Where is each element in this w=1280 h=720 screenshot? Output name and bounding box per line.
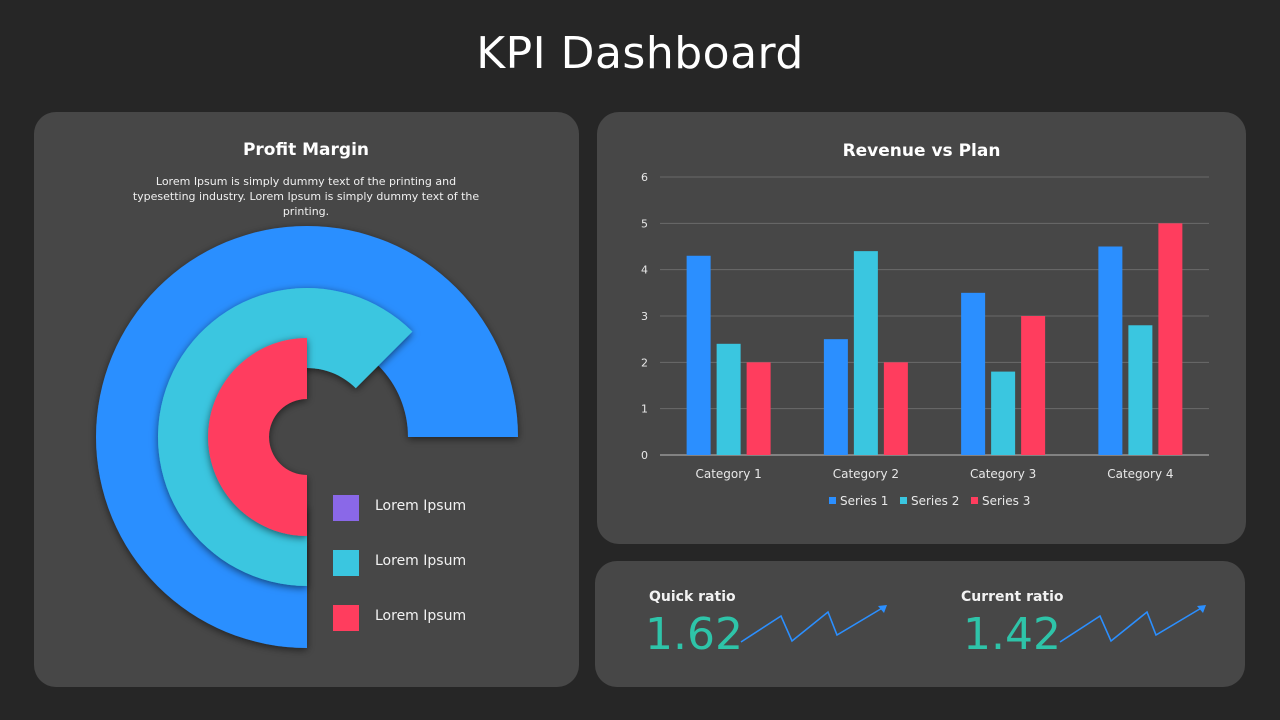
x-tick-label: Category 4 (1107, 467, 1173, 481)
y-tick-label: 6 (641, 171, 648, 184)
bar (853, 251, 878, 455)
x-tick-label: Category 3 (970, 467, 1036, 481)
legend-swatch-cyan (333, 550, 359, 576)
bar (1098, 246, 1123, 455)
chart-title: Revenue vs Plan (842, 141, 1001, 161)
bar (686, 255, 711, 455)
bar (883, 362, 908, 455)
bar (961, 292, 986, 455)
legend-label: Series 1 (840, 494, 888, 508)
legend-swatch-purple (333, 495, 359, 521)
y-tick-label: 5 (641, 217, 648, 230)
bar (823, 339, 848, 455)
bar (716, 343, 741, 455)
y-tick-label: 3 (641, 310, 648, 323)
legend-label: Lorem Ipsum (375, 608, 467, 624)
current-ratio-value: 1.42 (963, 609, 1061, 660)
bar (1021, 316, 1046, 455)
quick-ratio-label: Quick ratio (649, 589, 736, 605)
legend-swatch (971, 497, 978, 504)
bar (991, 371, 1016, 455)
page-title: KPI Dashboard (476, 28, 804, 79)
current-ratio-label: Current ratio (961, 589, 1064, 605)
x-tick-label: Category 1 (695, 467, 761, 481)
bar (746, 362, 771, 455)
profit-margin-description: Lorem Ipsum is simply dummy text of the … (132, 175, 480, 218)
bar (1128, 325, 1153, 455)
legend-label: Lorem Ipsum (375, 498, 467, 514)
x-tick-label: Category 2 (833, 467, 899, 481)
legend-swatch-red (333, 605, 359, 631)
profit-margin-title: Profit Margin (242, 140, 370, 160)
bar (1158, 223, 1183, 455)
y-tick-label: 2 (641, 356, 648, 369)
legend-label: Series 3 (982, 494, 1030, 508)
legend-swatch (900, 497, 907, 504)
legend-label: Lorem Ipsum (375, 553, 467, 569)
y-tick-label: 0 (641, 449, 648, 462)
y-tick-label: 4 (641, 264, 648, 277)
quick-ratio-value: 1.62 (645, 609, 743, 660)
legend-swatch (829, 497, 836, 504)
y-tick-label: 1 (641, 403, 648, 416)
legend-label: Series 2 (911, 494, 959, 508)
